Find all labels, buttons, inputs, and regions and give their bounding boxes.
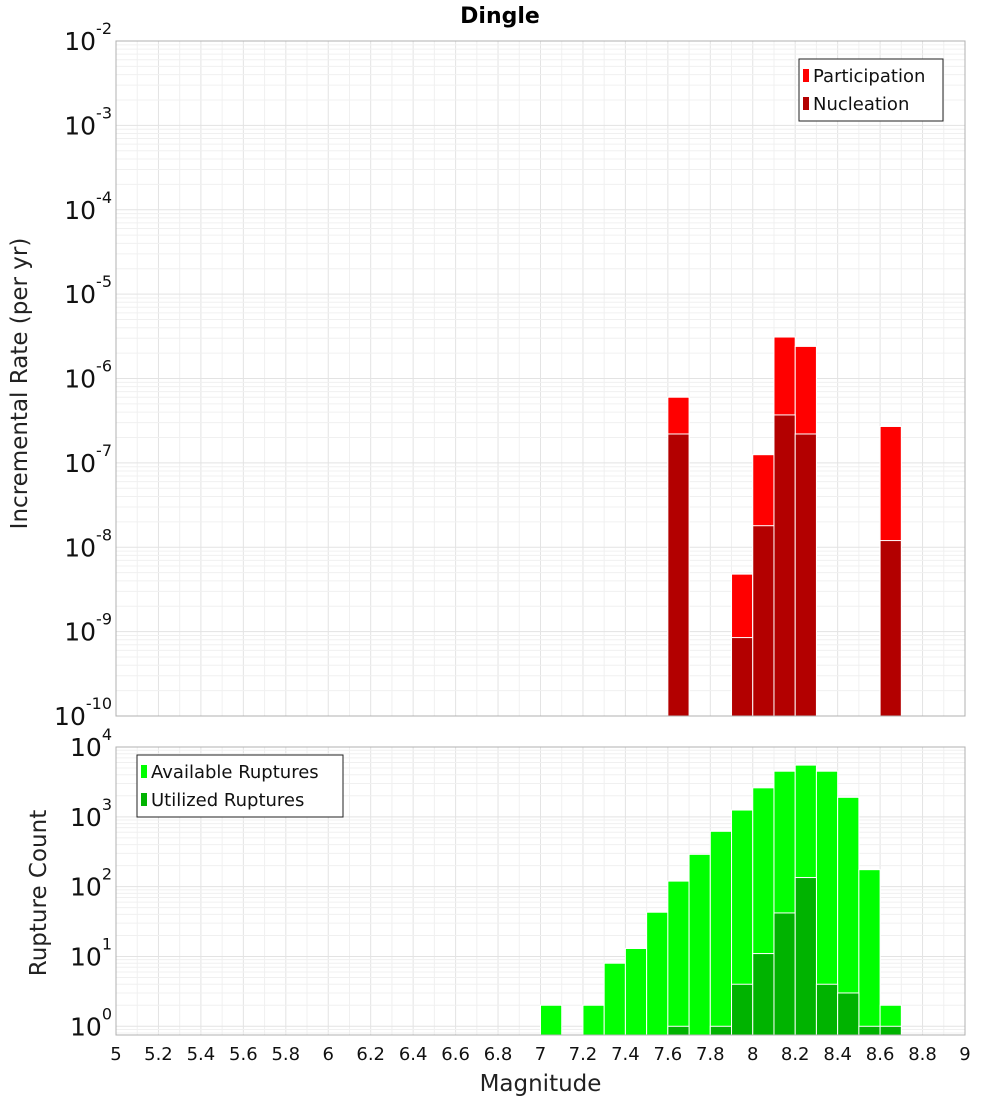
y-tick-label: 102: [70, 865, 112, 902]
utilized-ruptures-bar: [752, 953, 775, 1036]
available-ruptures-bar: [582, 1004, 605, 1036]
nucleation-bar: [773, 414, 796, 717]
nucleation-bar: [731, 637, 754, 717]
y-tick-label: 10-10: [54, 694, 112, 731]
available-ruptures-bar: [858, 869, 881, 1036]
y-tick-label: 10-5: [64, 272, 112, 309]
utilized-ruptures-bar: [879, 1025, 902, 1036]
legend-box: [798, 58, 944, 122]
magnitude-x-axis-label: Magnitude: [480, 1071, 602, 1097]
y-tick-label: 10-4: [64, 188, 112, 225]
legend-label: Available Ruptures: [151, 762, 319, 783]
legend-swatch: [141, 765, 147, 778]
utilized-ruptures-bar: [667, 1025, 690, 1036]
legend-label: Utilized Ruptures: [151, 790, 304, 811]
x-tick-label: 6.6: [441, 1044, 470, 1065]
available-ruptures-bar: [624, 948, 648, 1036]
count-legend: Available Ruptures Utilized Ruptures: [136, 754, 344, 818]
y-tick-label: 101: [70, 934, 112, 971]
available-ruptures-bar: [603, 962, 626, 1036]
x-tick-label: 7.6: [654, 1044, 683, 1065]
x-tick-label: 8: [747, 1044, 758, 1065]
y-tick-label: 10-9: [64, 610, 112, 647]
y-tick-label: 10-8: [64, 525, 112, 562]
y-tick-label: 10-3: [64, 103, 112, 140]
magnitude-x-tick-labels: 5 5.2 5.4 5.6 5.8 6 6.2 6.4 6.6 6.8 7 7.2 7.4 7.6 7.8 8…: [110, 1044, 970, 1065]
x-tick-label: 6: [323, 1044, 334, 1065]
utilized-ruptures-bar: [815, 983, 839, 1036]
available-ruptures-bar: [540, 1004, 563, 1036]
x-tick-label: 5.2: [144, 1044, 173, 1065]
utilized-ruptures-bar: [858, 1025, 881, 1036]
x-tick-label: 7.4: [611, 1044, 640, 1065]
rate-bars: [667, 336, 902, 717]
x-tick-label: 5: [110, 1044, 121, 1065]
x-tick-label: 7.8: [696, 1044, 725, 1065]
utilized-ruptures-bar: [837, 992, 860, 1036]
rate-gridlines: [115, 41, 966, 717]
utilized-ruptures-bar: [731, 983, 754, 1036]
utilized-ruptures-bar: [794, 877, 817, 1036]
available-ruptures-bar: [667, 880, 690, 1036]
available-ruptures-bar: [709, 830, 733, 1036]
utilized-ruptures-bar: [709, 1025, 733, 1036]
available-ruptures-bar: [646, 911, 669, 1036]
x-tick-label: 5.4: [187, 1044, 216, 1065]
rate-y-axis-label: Incremental Rate (per yr): [7, 238, 33, 530]
x-tick-label: 8.6: [866, 1044, 895, 1065]
x-tick-label: 8.4: [823, 1044, 852, 1065]
x-tick-label: 9: [959, 1044, 970, 1065]
rate-legend: Participation Nucleation: [798, 58, 944, 122]
y-tick-label: 104: [70, 725, 112, 762]
nucleation-bar: [667, 433, 690, 717]
x-tick-label: 8.8: [908, 1044, 937, 1065]
y-tick-label: 100: [70, 1004, 112, 1041]
x-tick-label: 6.8: [484, 1044, 513, 1065]
count-plot-frame: [115, 746, 966, 1036]
x-tick-label: 5.8: [271, 1044, 300, 1065]
chart-title: Dingle: [460, 4, 540, 29]
legend-swatch: [141, 793, 147, 806]
legend-label: Participation: [813, 66, 925, 87]
nucleation-bar: [794, 433, 817, 717]
y-tick-label: 103: [70, 795, 112, 832]
rate-panel: 10-2 10-3 10-4 10-5 10-6 10-7 10-8 10-9 10-10 In…: [7, 19, 966, 731]
y-tick-label: 10-2: [64, 19, 112, 56]
nucleation-bar: [752, 525, 775, 717]
y-tick-label: 10-6: [64, 357, 112, 394]
legend-swatch: [803, 97, 809, 110]
rate-y-tick-labels: 10-2 10-3 10-4 10-5 10-6 10-7 10-8 10-9 10-10: [54, 19, 112, 731]
legend-swatch: [803, 69, 809, 82]
legend-label: Nucleation: [813, 94, 909, 115]
rate-plot-frame: [115, 40, 966, 717]
x-tick-label: 6.2: [356, 1044, 385, 1065]
x-tick-label: 6.4: [399, 1044, 428, 1065]
x-tick-label: 5.6: [229, 1044, 258, 1065]
available-ruptures-bar: [688, 853, 711, 1036]
x-tick-label: 7: [535, 1044, 546, 1065]
y-tick-label: 10-7: [64, 441, 112, 478]
count-y-tick-labels: 104 103 102 101 100: [70, 725, 112, 1041]
legend-box: [136, 754, 344, 818]
x-tick-label: 7.2: [569, 1044, 598, 1065]
nucleation-bar: [879, 540, 902, 717]
count-y-axis-label: Rupture Count: [26, 810, 52, 976]
count-panel: 104 103 102 101 100 5 5.2 5.4 5.6 5.8 6 6.2 6.4 6.6 6…: [26, 725, 971, 1097]
x-tick-label: 8.2: [781, 1044, 810, 1065]
utilized-ruptures-bar: [773, 912, 796, 1036]
